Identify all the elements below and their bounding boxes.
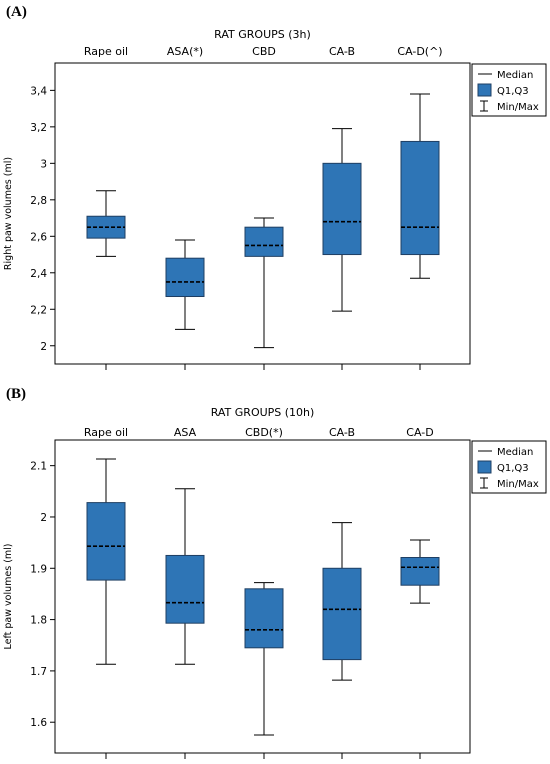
b-category-label: CBD(*) (245, 426, 283, 439)
b-box (244, 588, 284, 649)
b-legend-median-label: Median (497, 447, 533, 458)
b-box (86, 502, 126, 581)
box-plot-a: RAT GROUPS (3h) Right paw volumes (ml) 2 2,… (3, 28, 547, 370)
b-category-label: ASA (174, 426, 197, 439)
b-legend-whisker-label: Min/Max (497, 479, 539, 490)
b-plot-frame (54, 439, 471, 754)
b-ytick-label: 1.8 (30, 615, 47, 627)
a-ytick-label: 3 (40, 158, 47, 170)
a-ytick-label: 2,4 (30, 268, 47, 280)
a-category-label: CBD (252, 45, 276, 58)
a-legend-median-label: Median (497, 70, 533, 81)
a-box (322, 162, 362, 256)
b-ytick-label: 2 (40, 512, 47, 524)
a-category-label: CA-B (329, 45, 355, 58)
a-ytick-label: 3,2 (30, 122, 47, 134)
a-ytick-label: 3,4 (30, 85, 47, 97)
a-ytick-label: 2,6 (30, 231, 47, 243)
b-ytick-label: 1.6 (30, 717, 47, 729)
b-box (322, 567, 362, 661)
b-legend-box-label: Q1,Q3 (497, 463, 529, 474)
a-box (400, 140, 440, 256)
panel-label-b: (B) (6, 386, 26, 402)
a-title: RAT GROUPS (3h) (214, 28, 311, 41)
a-plot-frame (54, 62, 471, 365)
b-category-label: Rape oil (84, 426, 128, 439)
a-box (244, 226, 284, 257)
b-ytick-label: 1.9 (30, 563, 47, 575)
a-category-label: ASA(*) (167, 45, 203, 58)
a-ytick-label: 2,8 (30, 195, 47, 207)
b-box (165, 554, 205, 624)
box-plot-b: RAT GROUPS (10h) Left paw volumes (ml) 1.6… (3, 406, 547, 759)
b-ytick-label: 2.1 (30, 461, 47, 473)
b-box (400, 557, 440, 586)
a-ytick-label: 2 (40, 341, 47, 353)
a-category-label: CA-D(^) (397, 45, 442, 58)
b-category-label: CA-D (406, 426, 433, 439)
a-box (165, 257, 205, 298)
a-category-label: Rape oil (84, 45, 128, 58)
panel-label-a: (A) (6, 4, 27, 20)
a-legend-box-swatch (477, 83, 492, 97)
b-ylabel: Left paw volumes (ml) (3, 543, 14, 649)
a-legend-whisker-label: Min/Max (497, 102, 539, 113)
b-title: RAT GROUPS (10h) (211, 406, 315, 419)
b-category-label: CA-B (329, 426, 355, 439)
b-ytick-label: 1.7 (30, 666, 47, 678)
a-ylabel: Right paw volumes (ml) (3, 157, 14, 270)
a-legend-box-label: Q1,Q3 (497, 86, 529, 97)
b-legend-box-swatch (477, 460, 492, 474)
a-ytick-label: 2,2 (30, 304, 47, 316)
